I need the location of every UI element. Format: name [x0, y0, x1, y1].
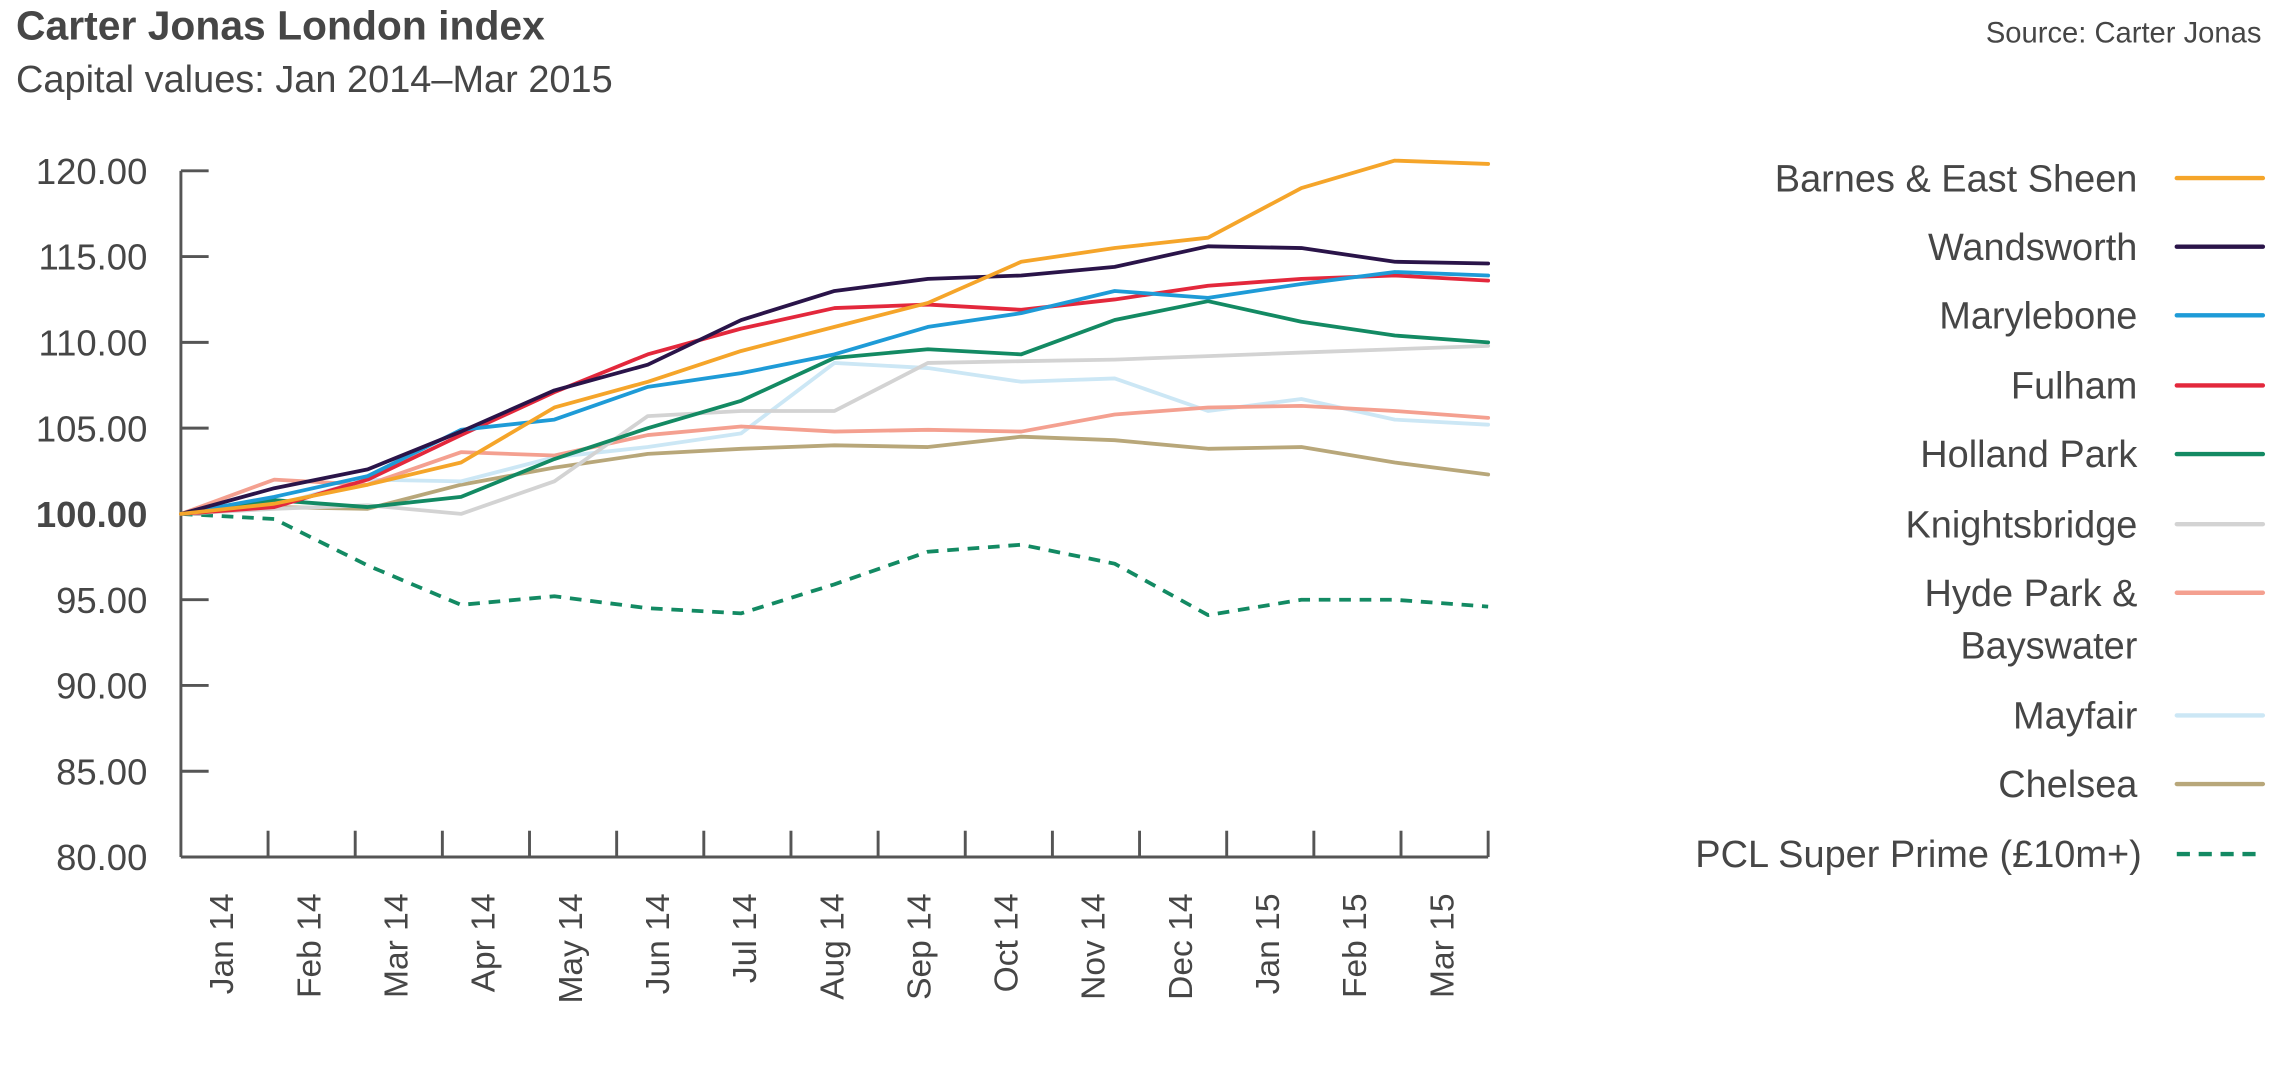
y-tick-label: 90.00	[56, 666, 147, 707]
x-tick-label: Apr 14	[466, 894, 503, 993]
y-tick-label: 115.00	[39, 237, 148, 278]
legend-label: PCL Super Prime (£10m+)	[1695, 834, 2141, 876]
chart-subtitle: Capital values: Jan 2014–Mar 2015	[16, 59, 613, 101]
series-line-pcl-super-prime-10m	[180, 512, 1489, 617]
x-tick-label: Feb 14	[291, 894, 328, 998]
legend-item: Hyde Park & Bayswater	[1925, 573, 2266, 667]
series-line-marylebone	[179, 270, 1491, 516]
series-line-fulham	[179, 273, 1491, 516]
x-tick-label: Dec 14	[1163, 894, 1200, 1000]
series-line-wandsworth	[179, 244, 1491, 516]
source-note: Source: Carter Jonas	[1986, 17, 2262, 49]
x-tick-label: Jan 14	[204, 894, 241, 995]
y-axis-ticks: 120.00 115.00 110.00 105.00 100.00 95.00 90.00…	[36, 151, 209, 878]
legend-item: Fulham	[2011, 366, 2266, 408]
series-line-mayfair	[179, 361, 1491, 516]
legend-label: Hyde Park &	[1925, 573, 2138, 615]
legend: Barnes & East Sheen Wandsworth Marylebone F…	[1695, 158, 2266, 876]
legend-label: Bayswater	[1960, 625, 2137, 667]
legend-item: Mayfair	[2013, 696, 2266, 738]
x-tick-label: May 14	[553, 894, 590, 1004]
legend-label: Fulham	[2011, 366, 2137, 408]
y-tick-label: 85.00	[56, 751, 147, 792]
legend-item: PCL Super Prime (£10m+)	[1695, 834, 2263, 876]
legend-label: Wandsworth	[1928, 227, 2137, 269]
y-tick-label: 100.00	[36, 494, 148, 535]
y-tick-label: 110.00	[39, 322, 148, 363]
x-tick-label: Aug 14	[814, 894, 851, 1000]
series-lines	[179, 158, 1491, 617]
series-line-barnes-east-sheen	[179, 158, 1491, 516]
x-tick-label: Sep 14	[901, 894, 938, 1000]
series-line-holland-park	[179, 299, 1491, 516]
legend-label: Barnes & East Sheen	[1775, 158, 2138, 200]
legend-item: Knightsbridge	[1905, 504, 2266, 546]
x-tick-label: Feb 15	[1337, 894, 1374, 998]
x-axis-ticks: Jan 14 Feb 14 Mar 14 Apr 14 May 14 Jun 14 Jul …	[204, 830, 1490, 1004]
legend-label: Holland Park	[1920, 434, 2138, 476]
x-tick-label: Jul 14	[727, 894, 764, 984]
x-tick-label: Mar 15	[1424, 894, 1461, 998]
series-line-chelsea	[179, 434, 1491, 516]
y-tick-label: 105.00	[36, 408, 148, 449]
x-tick-label: Nov 14	[1076, 894, 1113, 1000]
y-tick-label: 120.00	[36, 151, 148, 192]
series-line-hyde-park-bayswater	[179, 403, 1491, 516]
y-tick-label: 95.00	[56, 580, 147, 621]
axes	[179, 170, 1489, 859]
series-line-knightsbridge	[179, 343, 1491, 516]
legend-item: Chelsea	[1998, 764, 2266, 806]
x-tick-label: Oct 14	[989, 894, 1026, 993]
y-tick-label: 80.00	[56, 837, 147, 878]
chart-title: Carter Jonas London index	[16, 2, 545, 48]
legend-item: Wandsworth	[1928, 227, 2266, 269]
legend-label: Chelsea	[1998, 764, 2138, 806]
x-tick-label: Jan 15	[1250, 894, 1287, 995]
legend-label: Mayfair	[2013, 696, 2137, 738]
x-tick-label: Jun 14	[640, 894, 677, 995]
legend-label: Knightsbridge	[1905, 504, 2137, 546]
legend-item: Barnes & East Sheen	[1775, 158, 2266, 200]
x-tick-label: Mar 14	[379, 894, 416, 998]
legend-item: Marylebone	[1939, 295, 2266, 337]
legend-label: Marylebone	[1939, 295, 2137, 337]
legend-item: Holland Park	[1920, 434, 2266, 476]
